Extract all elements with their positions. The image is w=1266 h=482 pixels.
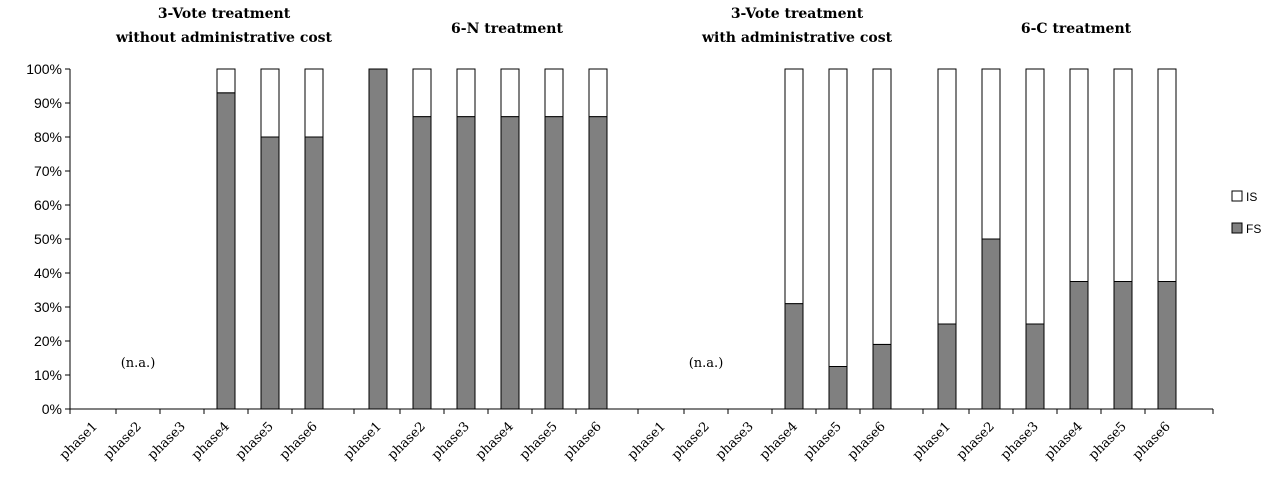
group-title: with administrative cost: [701, 30, 893, 46]
bar-is: [456, 68, 476, 118]
bar-is: [412, 68, 432, 118]
x-tick-label: phase2: [101, 419, 145, 463]
legend-label: FS: [1246, 222, 1261, 236]
x-tick-label: phase3: [998, 419, 1042, 463]
x-tick-label: phase5: [1086, 419, 1130, 463]
legend-swatch: [1231, 190, 1243, 202]
group-title: without administrative cost: [115, 30, 333, 46]
bar-fs: [872, 343, 892, 410]
bar-fs: [1157, 281, 1177, 410]
bar-fs: [412, 116, 432, 410]
group-titles: 3-Vote treatment without administrative c…: [115, 6, 1132, 46]
x-tick-label: phase2: [954, 419, 998, 463]
bar-is: [1157, 68, 1177, 282]
bar-fs: [937, 323, 957, 410]
legend-swatch: [1231, 222, 1243, 234]
x-axis: phase1 phase2 phase3 phase4 phase5 phase6 phas…: [57, 408, 1214, 463]
bar-fs: [588, 116, 608, 410]
y-tick-label: 40%: [34, 265, 62, 281]
bar-fs: [544, 116, 564, 410]
x-tick-label: phase6: [561, 419, 605, 463]
x-tick-label: phase5: [517, 419, 561, 463]
bar-is: [588, 68, 608, 118]
y-tick-label: 20%: [34, 333, 62, 349]
bar-fs: [500, 116, 520, 410]
y-axis: 0% 10% 20% 30% 40% 50% 60% 70% 80% 90% 100%: [26, 61, 71, 417]
x-tick-label: phase1: [57, 419, 101, 463]
group-title: 3-Vote treatment: [731, 6, 864, 22]
bar-fs: [216, 92, 236, 410]
legend-label: IS: [1246, 190, 1257, 204]
bar-fs: [1025, 323, 1045, 410]
group-title: 6-C treatment: [1021, 21, 1132, 37]
y-tick-label: 80%: [34, 129, 62, 145]
bar-is: [500, 68, 520, 118]
bar-fs: [981, 238, 1001, 410]
bar-is: [260, 68, 280, 138]
x-tick-label: phase4: [189, 419, 233, 463]
bar-fs: [784, 303, 804, 410]
bar-is: [937, 68, 957, 325]
bar-is: [784, 68, 804, 305]
x-tick-label: phase5: [233, 419, 277, 463]
x-tick-label: phase4: [757, 419, 801, 463]
bar-is: [1025, 68, 1045, 325]
bar-is: [216, 68, 236, 94]
x-tick-label: phase1: [341, 419, 385, 463]
x-tick-label: phase1: [910, 419, 954, 463]
y-tick-label: 100%: [26, 61, 62, 77]
bar-fs: [456, 116, 476, 410]
bar-is: [1113, 68, 1133, 282]
x-tick-label: phase3: [429, 419, 473, 463]
x-tick-label: phase5: [801, 419, 845, 463]
y-tick-label: 90%: [34, 95, 62, 111]
x-tick-label: phase3: [713, 419, 757, 463]
bar-is: [544, 68, 564, 118]
bar-is: [981, 68, 1001, 240]
y-tick-label: 0%: [42, 401, 62, 417]
bar-fs: [368, 68, 388, 410]
x-tick-label: phase4: [473, 419, 517, 463]
group-title: 6-N treatment: [451, 21, 563, 37]
bar-is: [304, 68, 324, 138]
y-tick-label: 70%: [34, 163, 62, 179]
y-tick-label: 10%: [34, 367, 62, 383]
y-tick-label: 30%: [34, 299, 62, 315]
x-tick-label: phase1: [625, 419, 669, 463]
bar-is: [828, 68, 848, 367]
x-tick-label: phase2: [385, 419, 429, 463]
bar-is: [1069, 68, 1089, 282]
x-tick-label: phase2: [669, 419, 713, 463]
na-notes: (n.a.) (n.a.): [121, 356, 724, 371]
bar-fs: [828, 366, 848, 410]
x-tick-label: phase4: [1042, 419, 1086, 463]
bars: [216, 68, 1177, 410]
legend: IS FS: [1231, 190, 1261, 236]
na-note: (n.a.): [121, 356, 156, 371]
bar-fs: [304, 136, 324, 410]
group-title: 3-Vote treatment: [158, 6, 291, 22]
x-tick-label: phase6: [1130, 419, 1174, 463]
bar-fs: [1113, 281, 1133, 410]
bar-fs: [260, 136, 280, 410]
y-tick-label: 50%: [34, 231, 62, 247]
na-note: (n.a.): [689, 356, 724, 371]
bar-is: [872, 68, 892, 345]
x-tick-label: phase6: [845, 419, 889, 463]
y-tick-label: 60%: [34, 197, 62, 213]
x-tick-label: phase6: [277, 419, 321, 463]
bar-fs: [1069, 281, 1089, 410]
x-tick-label: phase3: [145, 419, 189, 463]
